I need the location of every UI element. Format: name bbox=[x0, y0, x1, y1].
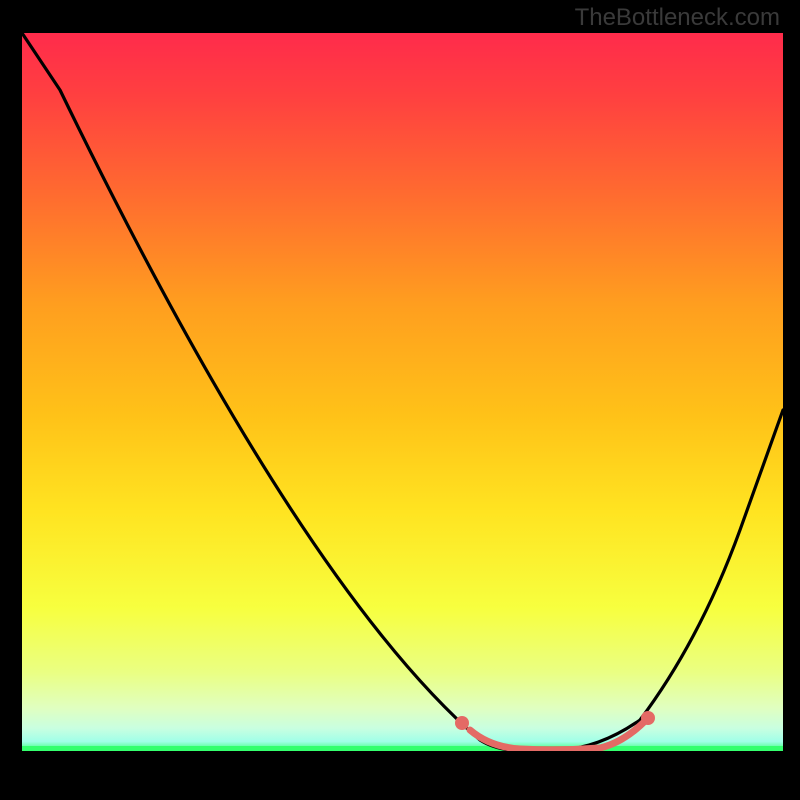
chart-frame bbox=[0, 0, 800, 800]
watermark-text: TheBottleneck.com bbox=[575, 4, 780, 32]
